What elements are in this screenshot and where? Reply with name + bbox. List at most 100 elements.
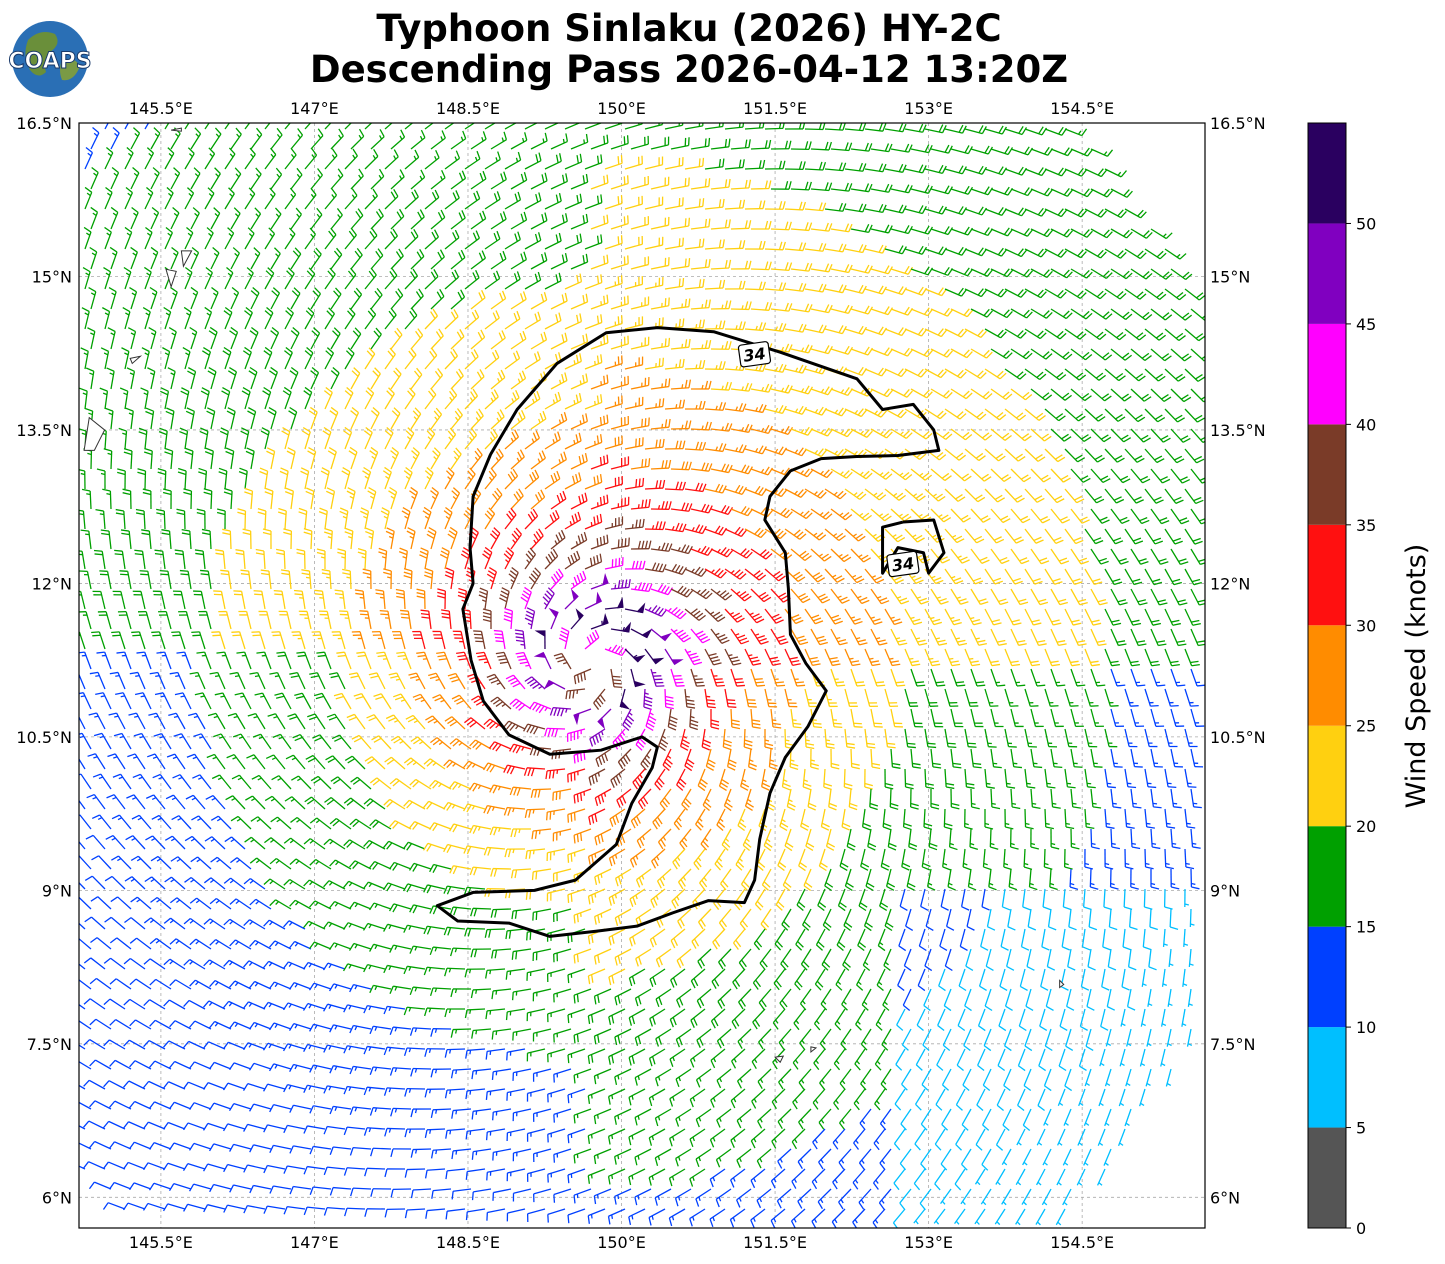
wind-barb [570,213,589,230]
wind-barb [330,208,343,230]
wind-barb [870,183,893,193]
colorbar-swatch [1308,926,1346,1028]
wind-barb [524,152,542,170]
wind-barb [390,208,405,230]
wind-barb [324,227,337,250]
wind-barb [644,277,664,290]
wind-barb [744,123,765,130]
wind-barb [550,372,568,390]
wind-barb [830,304,853,314]
wind-barb [730,139,751,150]
title-line-2: Descending Pass 2026-04-12 13:20Z [310,48,1068,91]
wind-barb [464,150,481,170]
wind-barb [530,331,548,350]
wind-barb [610,295,629,310]
wind-barb [1070,228,1093,238]
wind-barb [424,348,438,370]
wind-barb [204,147,216,170]
wind-barb [282,386,292,410]
wind-barb [404,268,418,290]
wind-barb [141,347,150,370]
wind-barb [110,206,119,230]
wind-barb [1030,308,1053,319]
wind-barb [284,187,297,210]
wind-barb [464,190,481,210]
wind-barb [644,156,664,170]
wind-barb [1064,167,1088,177]
wind-barb [530,291,548,310]
wind-barb [190,207,200,230]
wind-barb [223,306,233,330]
globe-land-shape [25,32,58,76]
wind-barb [270,207,282,230]
wind-barb [119,387,129,410]
wind-barb [1084,368,1106,381]
wind-barb [1070,308,1093,320]
wind-barb [724,280,746,290]
wind-barb [248,366,258,390]
wind-barb [284,267,295,290]
wind-barb [1010,348,1033,360]
wind-barb [384,307,397,330]
wind-barb [444,388,458,410]
wind-barb [324,148,338,170]
wind-barb [227,366,238,390]
wind-barb [208,326,218,350]
wind-barb [249,326,259,350]
wind-barb [99,387,109,410]
wind-barb [884,163,907,173]
wind-barb [950,348,973,359]
wind-barb [990,348,1013,359]
wind-barb [544,153,562,170]
wind-barb [924,124,947,134]
wind-barb [108,286,117,310]
wind-barb [430,288,445,310]
wind-barb [530,212,548,230]
lon-tick-label-bottom: 153°E [904,1233,953,1252]
wind-barb [430,249,445,270]
lat-tick-label-left: 12°N [32,574,72,593]
wind-barb [404,189,419,210]
wind-barb [79,387,88,410]
wind-barb [284,307,294,330]
wind-barb [664,197,684,210]
wind-barb [1124,368,1146,382]
lat-tick-label-left: 15°N [32,267,72,286]
gridlines [79,122,1205,1228]
colorbar-label: Wind Speed (knots) [1401,544,1432,809]
wind-barb [180,387,190,410]
colorbar-tick-label: 0 [1356,1219,1366,1238]
wind-barb [764,404,787,415]
wind-barb [790,141,812,151]
wind-barb [370,208,384,230]
colorbar-swatch [1308,524,1346,626]
wind-barb [130,206,139,230]
wind-barb [744,322,767,332]
wind-barb [1104,168,1127,178]
wind-barb [864,163,887,173]
wind-barb [230,286,240,310]
wind-barb [1050,348,1073,360]
wind-barb [884,245,907,255]
wind-barb [564,273,583,290]
wind-barb [964,328,987,339]
contour-label-text: 34 [891,554,916,576]
wind-barb [810,345,833,355]
wind-barb [510,251,527,270]
wind-barb [410,209,425,230]
wind-barb [384,149,399,170]
wind-barb [444,309,459,330]
wind-barb [104,226,112,250]
wind-barb [1024,207,1048,217]
lat-tick-label-right: 9°N [1210,881,1240,900]
wind-barb [704,279,726,290]
wind-barb [784,242,807,252]
wind-barb [204,123,210,130]
wind-barb [944,165,967,175]
wind-barb [304,148,318,170]
wind-barb [664,157,684,170]
wind-barb [324,267,336,290]
wind-barb [690,178,711,190]
wind-barb [910,388,933,399]
wind-barb [106,367,115,390]
